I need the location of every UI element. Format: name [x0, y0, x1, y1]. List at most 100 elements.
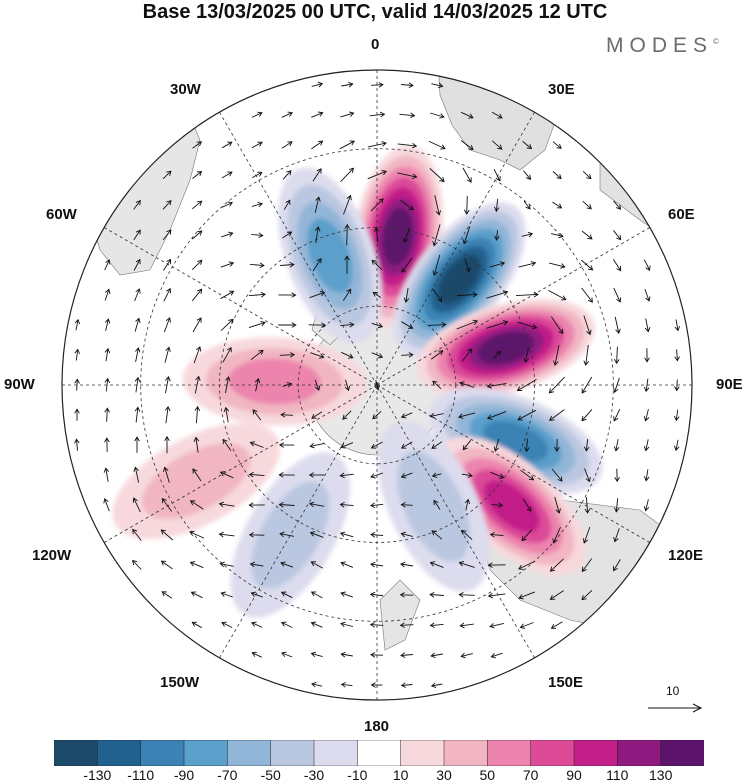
wind-vector	[459, 381, 475, 388]
lon-label-120w: 120W	[32, 547, 72, 564]
wind-vector-shaft	[430, 594, 444, 596]
wind-vector-shaft	[312, 168, 322, 182]
wind-vector-head	[291, 292, 297, 298]
wind-vector-shaft	[676, 349, 678, 361]
wind-vector-head	[257, 201, 263, 208]
wind-vector-shaft	[431, 683, 443, 687]
wind-vector	[371, 82, 384, 88]
wind-vector-head	[370, 443, 377, 449]
wind-vector-shaft	[458, 412, 476, 418]
wind-vector-head	[278, 442, 285, 448]
wind-vector-head	[585, 476, 591, 483]
wind-vector-shaft	[371, 352, 383, 358]
wind-vector	[248, 502, 265, 508]
wind-vector	[401, 257, 413, 273]
wind-vector	[456, 319, 479, 330]
wind-vector-head	[227, 141, 233, 147]
wind-vector	[428, 140, 446, 150]
wind-vector-shaft	[515, 293, 539, 297]
wind-vector	[432, 224, 441, 247]
wind-vector	[314, 226, 321, 244]
wind-vector	[403, 287, 410, 303]
wind-vector	[252, 409, 262, 421]
wind-vector	[674, 349, 680, 362]
wind-vector-head	[286, 170, 292, 176]
wind-vector	[248, 471, 265, 478]
wind-vector	[524, 438, 530, 453]
wind-vector-shaft	[645, 378, 649, 392]
wind-vector	[582, 200, 592, 210]
wind-vector	[342, 288, 352, 302]
wind-vector-head	[248, 471, 254, 478]
wind-vector-shaft	[194, 376, 200, 394]
wind-vector	[281, 621, 293, 628]
wind-vector-head	[408, 352, 414, 358]
wind-vector-head	[587, 297, 593, 303]
wind-vector-shaft	[280, 533, 294, 537]
wind-vector-head	[105, 259, 111, 265]
wind-vector-shaft	[401, 472, 413, 478]
wind-vector-head	[340, 591, 346, 597]
wind-vector-head	[548, 388, 555, 394]
lon-label-90w: 90W	[4, 376, 35, 393]
wind-vector-head	[558, 232, 564, 239]
wind-vector	[280, 561, 294, 568]
wind-vector	[282, 170, 292, 180]
wind-vector	[251, 621, 263, 628]
wind-vector-head	[340, 443, 346, 449]
wind-vector	[643, 499, 650, 512]
wind-vector-head	[644, 357, 650, 363]
wind-vector-shaft	[401, 257, 413, 273]
wind-vector-shaft	[430, 350, 444, 360]
wind-vector	[222, 438, 232, 451]
wind-vector-head	[468, 145, 474, 151]
wind-vector-head	[526, 506, 532, 512]
wind-vector-shaft	[252, 652, 262, 658]
wind-vector-head	[556, 203, 563, 209]
wind-vector-head	[528, 475, 535, 481]
wind-vector	[164, 405, 171, 424]
wind-vector-shaft	[105, 468, 109, 482]
wind-vector-shaft	[220, 290, 234, 300]
wind-vector-head	[134, 436, 140, 442]
wind-vector-shaft	[135, 407, 139, 423]
wind-vector-shaft	[221, 592, 233, 598]
wind-vector-head	[280, 412, 286, 418]
wind-vector	[218, 501, 235, 508]
wind-vector-shaft	[341, 653, 353, 657]
wind-vector-head	[310, 591, 317, 597]
wind-vector	[192, 141, 203, 149]
wind-vector-head	[524, 446, 530, 453]
wind-vector-head	[379, 111, 386, 118]
wind-vector-shaft	[342, 288, 352, 302]
wind-vector	[369, 591, 384, 598]
wind-vector	[643, 378, 650, 393]
wind-vector-shaft	[400, 199, 414, 211]
wind-vector-shaft	[493, 168, 501, 182]
wind-vector-shaft	[281, 112, 293, 118]
wind-vector	[283, 199, 291, 210]
wind-vector-head	[251, 651, 257, 657]
wind-vector	[74, 348, 81, 361]
wind-vector	[104, 407, 110, 422]
colorbar-tick-label: -10	[347, 767, 368, 783]
wind-vector-shaft	[401, 441, 413, 449]
wind-vector-head	[340, 621, 346, 628]
wind-vector-head	[459, 381, 465, 387]
wind-vector-head	[219, 561, 225, 568]
lon-label-90e: 90E	[716, 376, 743, 393]
wind-vector	[340, 167, 354, 183]
wind-vector	[554, 438, 560, 452]
wind-vector-shaft	[314, 379, 320, 391]
wind-vector	[340, 682, 353, 688]
wind-vector	[429, 168, 445, 183]
wind-vector-shaft	[340, 167, 354, 183]
wind-vector-shaft	[552, 201, 562, 209]
wind-vector	[160, 560, 173, 570]
wind-vector-shaft	[340, 592, 354, 598]
wind-vector-shaft	[163, 259, 171, 271]
wind-vector-head	[285, 199, 291, 205]
wind-vector-shaft	[434, 195, 440, 215]
lon-label-30w: 30W	[170, 81, 201, 98]
wind-vector-head	[339, 531, 346, 537]
